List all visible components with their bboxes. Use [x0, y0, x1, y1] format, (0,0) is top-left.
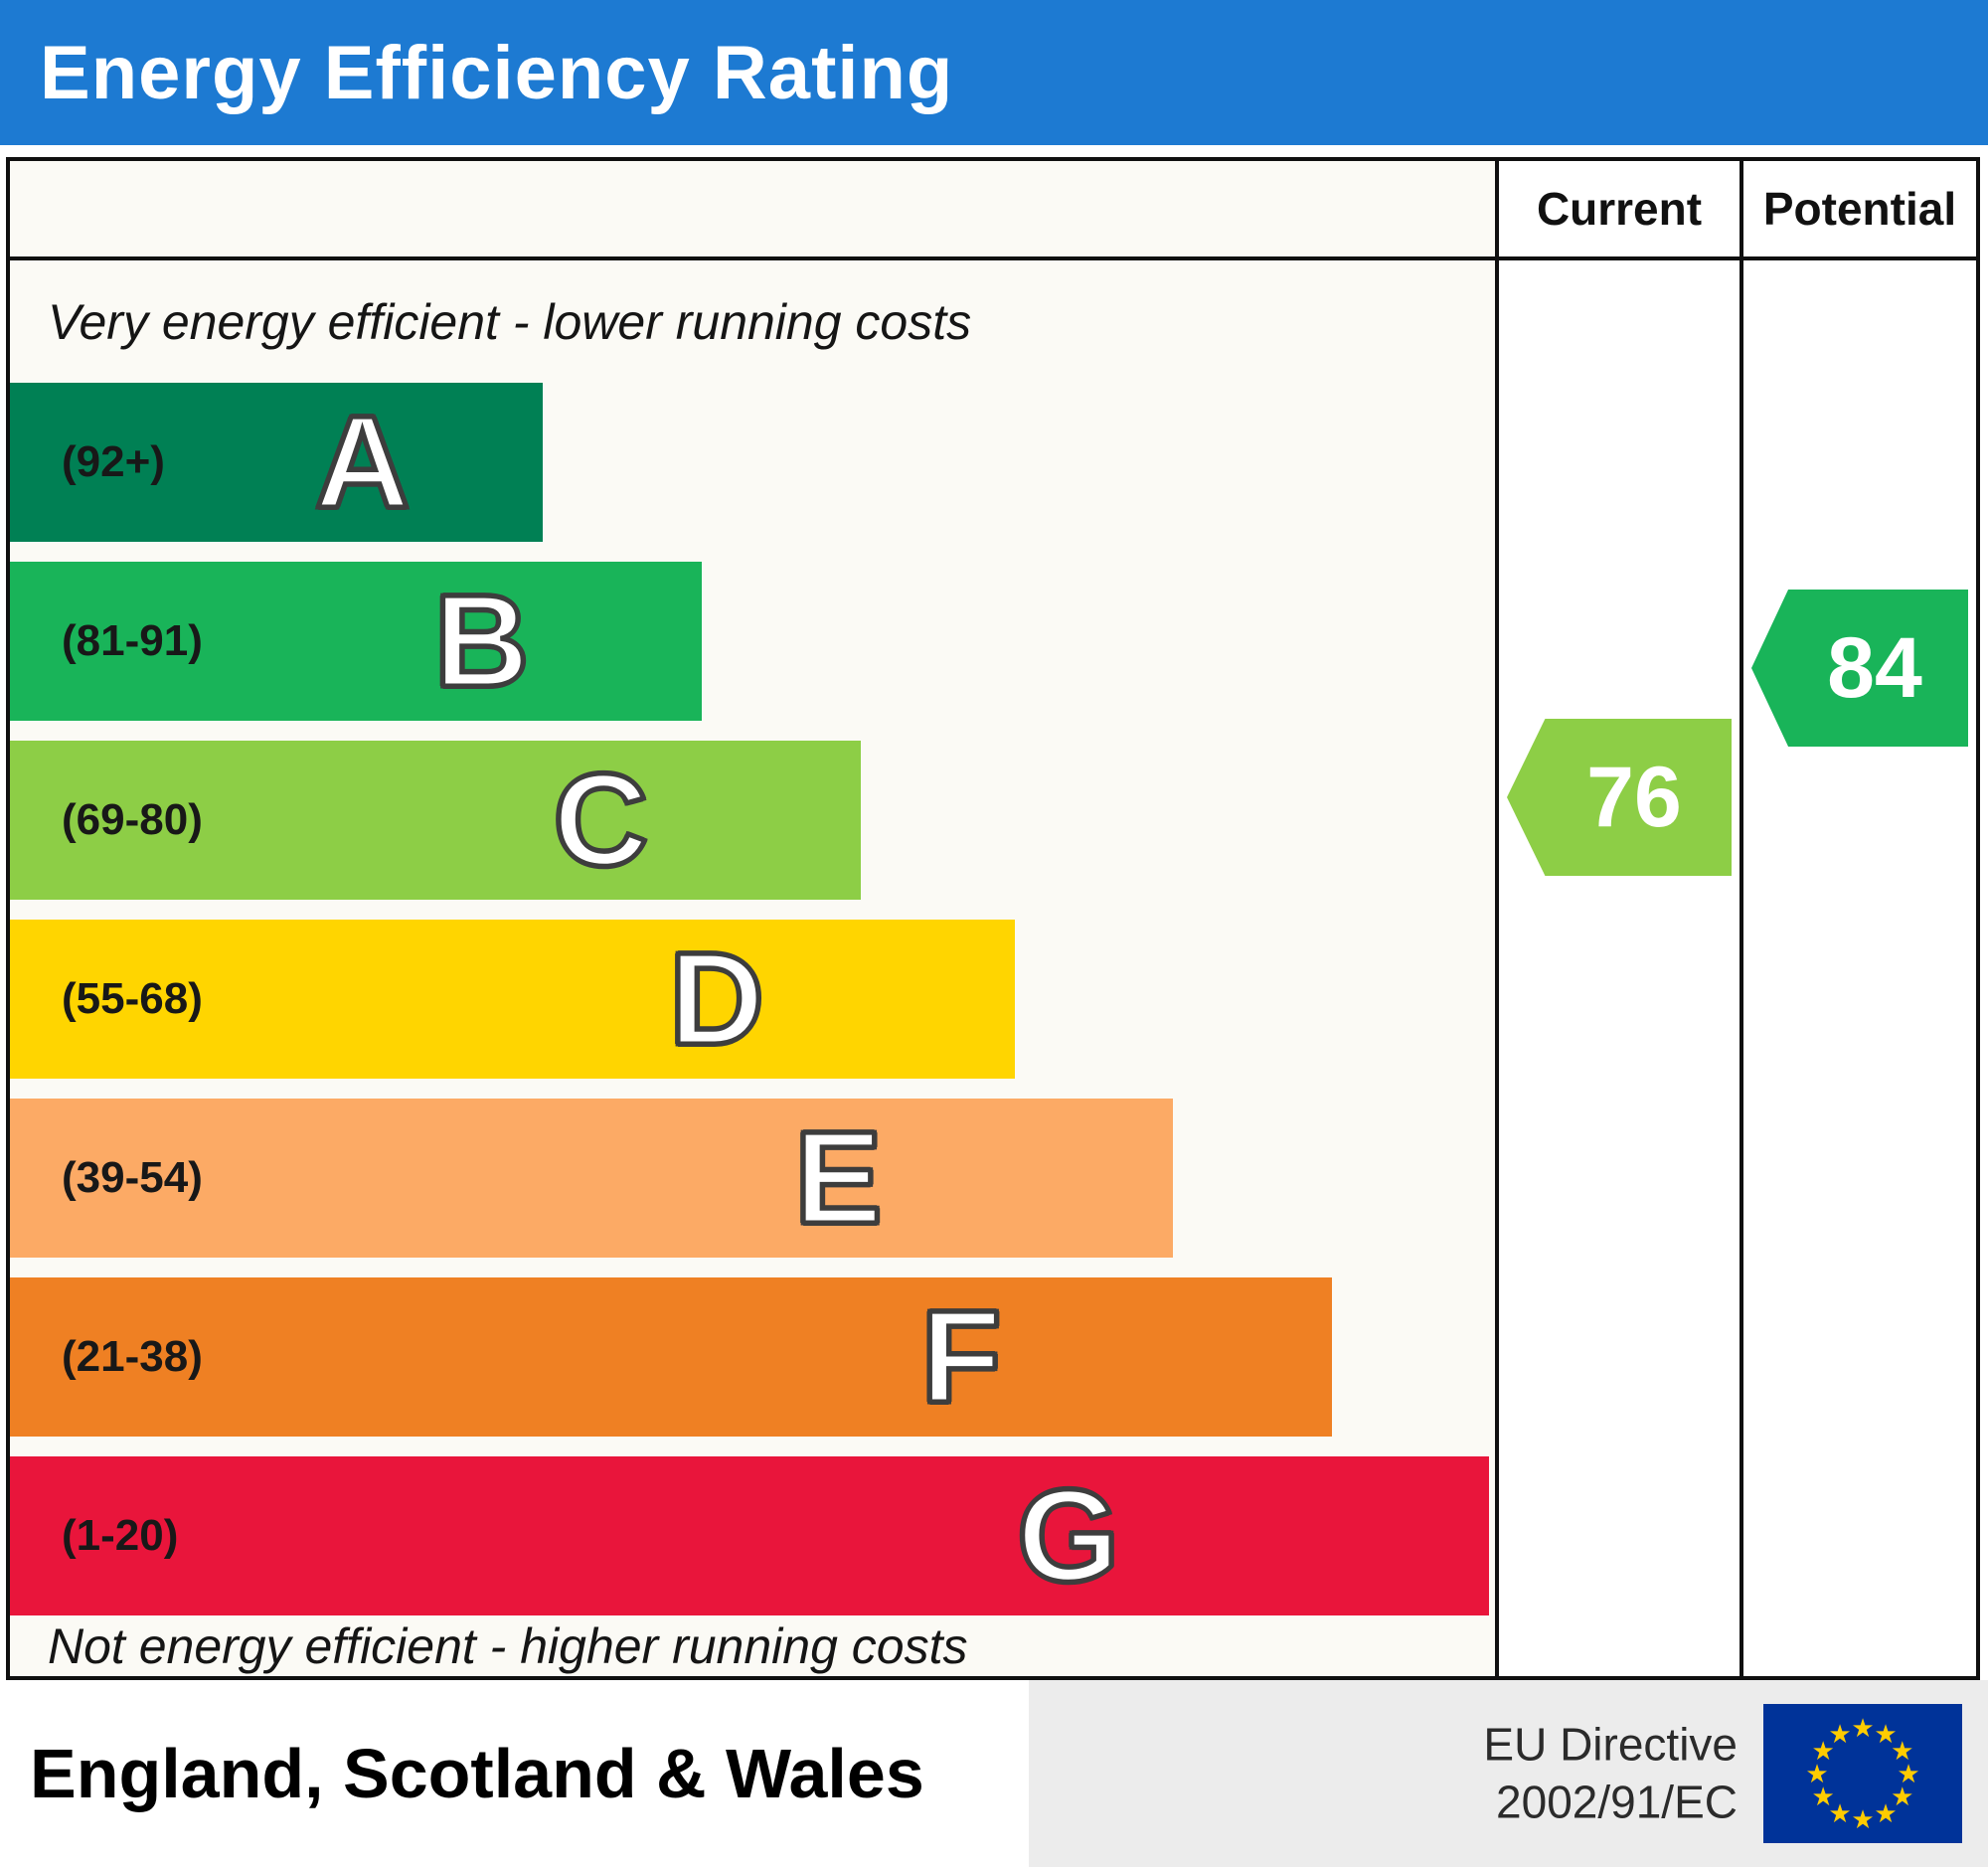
- footer: England, Scotland & Wales EU Directive 2…: [0, 1680, 1988, 1867]
- band-bar-b: (81-91) B: [10, 562, 703, 721]
- current-column-label: Current: [1536, 183, 1703, 235]
- eu-star-icon: ★: [1851, 1804, 1875, 1834]
- band-letter: A: [312, 389, 412, 535]
- current-rating-arrow: 76: [1507, 719, 1732, 876]
- band-range-label: (55-68): [62, 974, 203, 1023]
- eu-flag: ★ ★ ★ ★ ★ ★ ★ ★ ★ ★ ★ ★: [1763, 1704, 1962, 1843]
- header-row-spacer: [10, 161, 1495, 260]
- eu-directive-line2: 2002/91/EC: [1496, 1776, 1738, 1827]
- band-range-label: (92+): [62, 437, 165, 486]
- band-bar-a: (92+) A: [10, 383, 544, 542]
- rating-chart-frame: Current Potential Very energy efficient …: [6, 157, 1980, 1680]
- eu-star-icon: ★: [1891, 1782, 1914, 1811]
- potential-rating-column: 84: [1740, 260, 1976, 1676]
- region-label: England, Scotland & Wales: [30, 1735, 924, 1812]
- column-header-current: Current: [1495, 161, 1740, 260]
- band-range-label: (1-20): [62, 1511, 179, 1560]
- title-bar: Energy Efficiency Rating: [0, 0, 1988, 145]
- band-row-e: (39-54) E: [10, 1099, 1495, 1258]
- band-row-f: (21-38) F: [10, 1277, 1495, 1437]
- band-letter: F: [918, 1283, 1004, 1430]
- eu-star-icon: ★: [1828, 1797, 1852, 1828]
- eu-directive-line1: EU Directive: [1483, 1718, 1738, 1771]
- bands-area: Very energy efficient - lower running co…: [10, 260, 1495, 1676]
- band-row-d: (55-68) D: [10, 920, 1495, 1079]
- eu-directive-label: EU Directive 2002/91/EC: [1483, 1717, 1738, 1831]
- band-range-label: (21-38): [62, 1332, 203, 1381]
- band-bar-d: (55-68) D: [10, 920, 1016, 1079]
- potential-column-label: Potential: [1762, 183, 1957, 235]
- eu-star-icon: ★: [1811, 1782, 1835, 1811]
- eu-flag-stars: ★ ★ ★ ★ ★ ★ ★ ★ ★ ★ ★ ★: [1763, 1704, 1962, 1843]
- column-header-potential: Potential: [1740, 161, 1976, 260]
- band-bar-c: (69-80) C: [10, 741, 862, 900]
- page-title: Energy Efficiency Rating: [40, 30, 954, 115]
- eu-star-icon: ★: [1851, 1713, 1875, 1743]
- rating-chart-grid: Current Potential Very energy efficient …: [10, 161, 1976, 1676]
- caption-top: Very energy efficient - lower running co…: [48, 293, 972, 350]
- caption-bottom: Not energy efficient - higher running co…: [48, 1617, 968, 1674]
- current-rating-column: 76: [1495, 260, 1740, 1676]
- band-letter: B: [431, 568, 531, 714]
- potential-rating-arrow: 84: [1751, 590, 1968, 747]
- band-row-b: (81-91) B: [10, 562, 1495, 721]
- band-bar-f: (21-38) F: [10, 1277, 1332, 1437]
- band-row-c: (69-80) C: [10, 741, 1495, 900]
- band-bar-e: (39-54) E: [10, 1099, 1173, 1258]
- band-letter: G: [1015, 1462, 1122, 1609]
- band-range-label: (69-80): [62, 795, 203, 844]
- band-range-label: (81-91): [62, 616, 203, 665]
- band-row-g: (1-20) G: [10, 1456, 1495, 1615]
- eu-star-icon: ★: [1874, 1719, 1898, 1750]
- current-rating-value: 76: [1586, 749, 1682, 845]
- eu-star-icon: ★: [1805, 1759, 1829, 1788]
- band-range-label: (39-54): [62, 1153, 203, 1202]
- eu-star-icon: ★: [1891, 1736, 1914, 1766]
- eu-star-icon: ★: [1897, 1759, 1920, 1788]
- band-letter: E: [792, 1104, 885, 1251]
- band-row-a: (92+) A: [10, 383, 1495, 542]
- band-bar-g: (1-20) G: [10, 1456, 1490, 1615]
- potential-rating-value: 84: [1827, 619, 1922, 716]
- eu-star-icon: ★: [1828, 1719, 1852, 1750]
- eu-star-icon: ★: [1874, 1797, 1898, 1828]
- eu-star-icon: ★: [1811, 1736, 1835, 1766]
- band-letter: D: [667, 926, 766, 1072]
- band-letter: C: [551, 747, 650, 893]
